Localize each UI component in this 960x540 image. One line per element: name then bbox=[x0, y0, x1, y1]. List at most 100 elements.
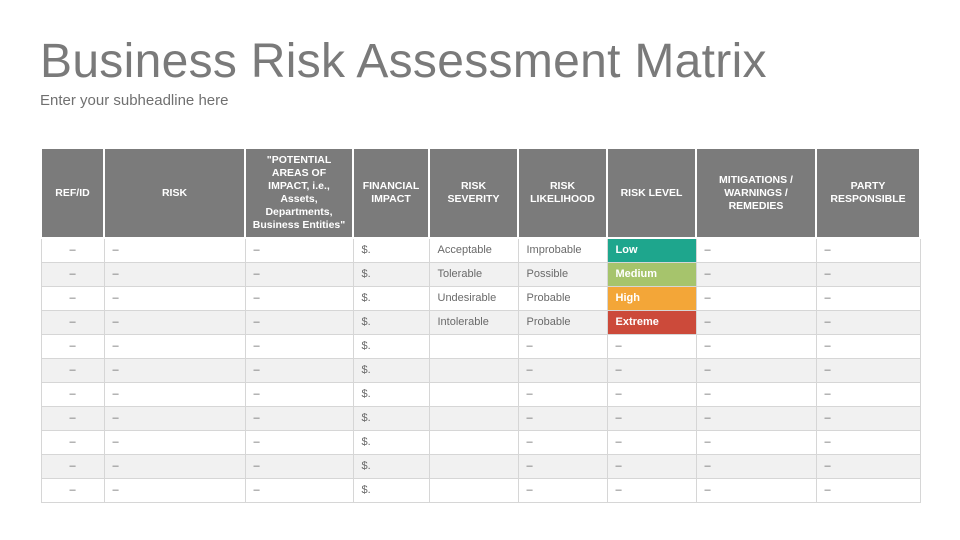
cell-potential-areas[interactable]: – bbox=[244, 453, 354, 479]
cell-risk[interactable]: – bbox=[103, 261, 246, 287]
cell-risk-likelihood[interactable]: – bbox=[517, 405, 608, 431]
cell-potential-areas[interactable]: – bbox=[244, 333, 354, 359]
cell-risk-likelihood[interactable]: – bbox=[517, 381, 608, 407]
cell-risk-severity[interactable] bbox=[428, 381, 519, 407]
cell-risk-severity[interactable] bbox=[428, 405, 519, 431]
cell-mitigations[interactable]: – bbox=[695, 477, 817, 503]
cell-risk-likelihood[interactable]: – bbox=[517, 477, 608, 503]
cell-risk-likelihood[interactable]: – bbox=[517, 333, 608, 359]
cell-risk[interactable]: – bbox=[103, 477, 246, 503]
cell-party-responsible[interactable]: – bbox=[815, 285, 921, 311]
cell-financial-impact[interactable]: $. bbox=[352, 453, 430, 479]
cell-ref-id[interactable]: – bbox=[40, 261, 105, 287]
cell-risk-level[interactable]: High bbox=[606, 285, 697, 311]
cell-risk[interactable]: – bbox=[103, 429, 246, 455]
cell-potential-areas[interactable]: – bbox=[244, 429, 354, 455]
cell-risk-severity[interactable]: Tolerable bbox=[428, 261, 519, 287]
cell-risk-severity[interactable] bbox=[428, 357, 519, 383]
cell-potential-areas[interactable]: – bbox=[244, 477, 354, 503]
cell-party-responsible[interactable]: – bbox=[815, 261, 921, 287]
cell-ref-id[interactable]: – bbox=[40, 237, 105, 263]
cell-mitigations[interactable]: – bbox=[695, 381, 817, 407]
cell-risk-level[interactable]: Medium bbox=[606, 261, 697, 287]
cell-risk[interactable]: – bbox=[103, 333, 246, 359]
page-subtitle: Enter your subheadline here bbox=[40, 92, 229, 109]
cell-risk[interactable]: – bbox=[103, 453, 246, 479]
cell-risk-level[interactable]: – bbox=[606, 429, 697, 455]
cell-risk[interactable]: – bbox=[103, 285, 246, 311]
cell-risk-severity[interactable] bbox=[428, 333, 519, 359]
cell-party-responsible[interactable]: – bbox=[815, 429, 921, 455]
cell-risk-likelihood[interactable]: – bbox=[517, 453, 608, 479]
cell-party-responsible[interactable]: – bbox=[815, 333, 921, 359]
cell-risk-level[interactable]: – bbox=[606, 381, 697, 407]
cell-risk-likelihood[interactable]: Possible bbox=[517, 261, 608, 287]
cell-risk-severity[interactable] bbox=[428, 429, 519, 455]
cell-potential-areas[interactable]: – bbox=[244, 237, 354, 263]
cell-potential-areas[interactable]: – bbox=[244, 309, 354, 335]
cell-risk-likelihood[interactable]: Probable bbox=[517, 285, 608, 311]
cell-financial-impact[interactable]: $. bbox=[352, 477, 430, 503]
cell-ref-id[interactable]: – bbox=[40, 477, 105, 503]
cell-party-responsible[interactable]: – bbox=[815, 381, 921, 407]
cell-mitigations[interactable]: – bbox=[695, 285, 817, 311]
cell-party-responsible[interactable]: – bbox=[815, 405, 921, 431]
cell-financial-impact[interactable]: $. bbox=[352, 429, 430, 455]
cell-financial-impact[interactable]: $. bbox=[352, 309, 430, 335]
cell-ref-id[interactable]: – bbox=[40, 357, 105, 383]
cell-potential-areas[interactable]: – bbox=[244, 285, 354, 311]
cell-financial-impact[interactable]: $. bbox=[352, 357, 430, 383]
cell-mitigations[interactable]: – bbox=[695, 453, 817, 479]
cell-ref-id[interactable]: – bbox=[40, 309, 105, 335]
cell-risk-level[interactable]: Extreme bbox=[606, 309, 697, 335]
cell-potential-areas[interactable]: – bbox=[244, 261, 354, 287]
cell-risk-severity[interactable]: Intolerable bbox=[428, 309, 519, 335]
cell-risk-likelihood[interactable]: Improbable bbox=[517, 237, 608, 263]
cell-ref-id[interactable]: – bbox=[40, 405, 105, 431]
cell-financial-impact[interactable]: $. bbox=[352, 333, 430, 359]
cell-risk[interactable]: – bbox=[103, 405, 246, 431]
cell-risk-level[interactable]: – bbox=[606, 333, 697, 359]
cell-potential-areas[interactable]: – bbox=[244, 405, 354, 431]
cell-potential-areas[interactable]: – bbox=[244, 381, 354, 407]
cell-risk-level[interactable]: – bbox=[606, 405, 697, 431]
cell-financial-impact[interactable]: $. bbox=[352, 237, 430, 263]
cell-financial-impact[interactable]: $. bbox=[352, 261, 430, 287]
cell-risk[interactable]: – bbox=[103, 381, 246, 407]
cell-financial-impact[interactable]: $. bbox=[352, 381, 430, 407]
cell-party-responsible[interactable]: – bbox=[815, 357, 921, 383]
cell-risk-severity[interactable] bbox=[428, 477, 519, 503]
cell-ref-id[interactable]: – bbox=[40, 333, 105, 359]
cell-mitigations[interactable]: – bbox=[695, 405, 817, 431]
cell-financial-impact[interactable]: $. bbox=[352, 285, 430, 311]
cell-potential-areas[interactable]: – bbox=[244, 357, 354, 383]
cell-ref-id[interactable]: – bbox=[40, 381, 105, 407]
cell-party-responsible[interactable]: – bbox=[815, 477, 921, 503]
cell-risk-severity[interactable] bbox=[428, 453, 519, 479]
cell-risk-level[interactable]: Low bbox=[606, 237, 697, 263]
cell-risk[interactable]: – bbox=[103, 309, 246, 335]
cell-ref-id[interactable]: – bbox=[40, 453, 105, 479]
cell-mitigations[interactable]: – bbox=[695, 333, 817, 359]
cell-party-responsible[interactable]: – bbox=[815, 453, 921, 479]
cell-party-responsible[interactable]: – bbox=[815, 309, 921, 335]
cell-risk[interactable]: – bbox=[103, 237, 246, 263]
cell-risk-likelihood[interactable]: Probable bbox=[517, 309, 608, 335]
cell-risk[interactable]: – bbox=[103, 357, 246, 383]
cell-mitigations[interactable]: – bbox=[695, 429, 817, 455]
cell-risk-likelihood[interactable]: – bbox=[517, 357, 608, 383]
cell-risk-level[interactable]: – bbox=[606, 357, 697, 383]
cell-mitigations[interactable]: – bbox=[695, 237, 817, 263]
cell-party-responsible[interactable]: – bbox=[815, 237, 921, 263]
cell-risk-likelihood[interactable]: – bbox=[517, 429, 608, 455]
cell-mitigations[interactable]: – bbox=[695, 261, 817, 287]
cell-risk-severity[interactable]: Undesirable bbox=[428, 285, 519, 311]
cell-mitigations[interactable]: – bbox=[695, 309, 817, 335]
cell-risk-level[interactable]: – bbox=[606, 453, 697, 479]
cell-risk-severity[interactable]: Acceptable bbox=[428, 237, 519, 263]
cell-financial-impact[interactable]: $. bbox=[352, 405, 430, 431]
cell-mitigations[interactable]: – bbox=[695, 357, 817, 383]
cell-ref-id[interactable]: – bbox=[40, 285, 105, 311]
cell-ref-id[interactable]: – bbox=[40, 429, 105, 455]
cell-risk-level[interactable]: – bbox=[606, 477, 697, 503]
